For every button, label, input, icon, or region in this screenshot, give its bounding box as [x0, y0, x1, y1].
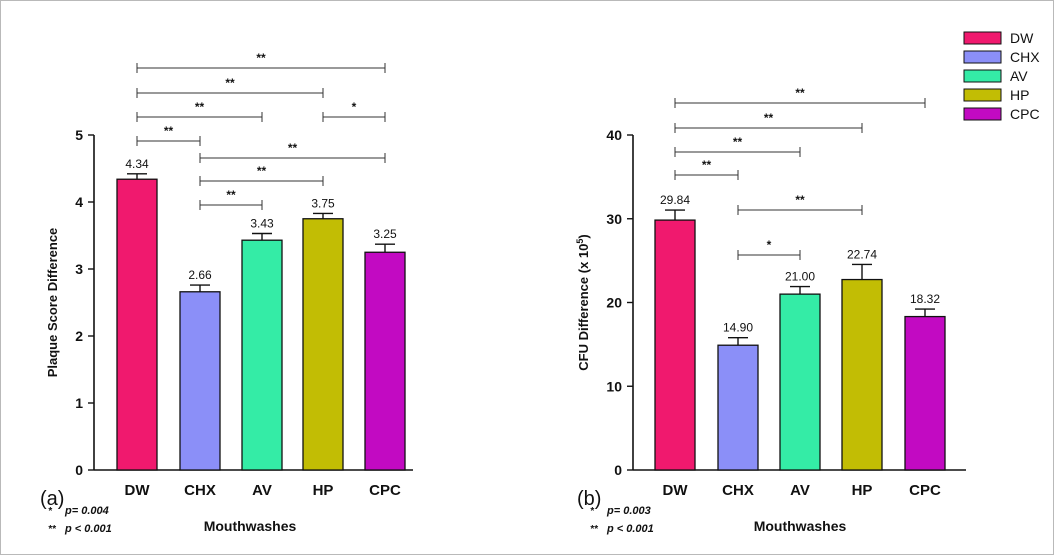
value-label-dw: 4.34 — [125, 157, 149, 171]
significance-marker: ** — [733, 135, 743, 149]
legend-swatch-dw — [963, 31, 1002, 45]
significance-marker: ** — [257, 164, 267, 178]
p-value-note: p= 0.004 — [64, 505, 109, 517]
p-value-stars: * — [590, 506, 595, 517]
legend-swatch-hp — [963, 88, 1002, 102]
y-tick-label: 3 — [75, 261, 83, 277]
bar-hp — [841, 278, 883, 471]
significance-marker: ** — [795, 86, 805, 100]
y-tick-label: 10 — [606, 378, 622, 394]
significance-marker: ** — [288, 141, 298, 155]
p-value-note: p < 0.001 — [606, 523, 654, 535]
x-tick-label-dw: DW — [663, 482, 689, 499]
significance-marker: ** — [795, 193, 805, 207]
value-label-chx: 2.66 — [188, 268, 212, 282]
y-tick-label: 20 — [606, 295, 622, 311]
legend-label-av: AV — [1010, 68, 1028, 84]
bar-dw — [116, 178, 158, 471]
bar-chx — [179, 291, 221, 471]
significance-marker: ** — [195, 100, 205, 114]
p-value-note: p < 0.001 — [64, 523, 112, 535]
legend-label-dw: DW — [1010, 30, 1034, 46]
significance-marker: ** — [164, 124, 174, 138]
x-axis-title: Mouthwashes — [204, 518, 297, 534]
x-tick-label-av: AV — [252, 482, 272, 499]
legend: DW CHX AV HP CPC — [963, 30, 1040, 122]
x-tick-label-cpc: CPC — [369, 482, 401, 499]
y-tick-label: 0 — [614, 462, 622, 478]
value-label-av: 21.00 — [785, 270, 815, 284]
bar-chx — [717, 344, 759, 471]
legend-label-hp: HP — [1010, 87, 1029, 103]
y-axis-title-exponent: 5 — [575, 239, 585, 244]
value-label-chx: 14.90 — [723, 321, 753, 335]
legend-swatch-chx — [963, 50, 1002, 64]
y-tick-label: 1 — [75, 395, 83, 411]
chart-panel-b: 0 10 20 30 40 CFU Difference (x 105) 29.84 DW 14… — [575, 86, 966, 535]
x-tick-label-av: AV — [790, 482, 810, 499]
p-value-note: p= 0.003 — [606, 505, 651, 517]
value-label-hp: 22.74 — [847, 247, 877, 261]
significance-marker: ** — [225, 76, 235, 90]
y-axis-title-end: ) — [576, 234, 591, 238]
p-value-stars: ** — [590, 524, 599, 535]
x-tick-label-cpc: CPC — [909, 482, 941, 499]
panel-label: (b) — [577, 488, 601, 510]
significance-marker: ** — [702, 158, 712, 172]
bar-cpc — [364, 251, 406, 471]
significance-marker: ** — [764, 111, 774, 125]
x-tick-label-hp: HP — [852, 482, 873, 499]
chart-panel-a: 0 1 2 3 4 5 Plaque Score Difference 4.34 DW 2.66 C… — [40, 51, 413, 535]
significance-marker: ** — [226, 188, 236, 202]
y-tick-label: 5 — [75, 127, 83, 143]
y-tick-label: 30 — [606, 211, 622, 227]
p-value-stars: ** — [48, 524, 57, 535]
value-label-cpc: 3.25 — [373, 227, 397, 241]
significance-marker: * — [352, 100, 357, 114]
value-label-av: 3.43 — [250, 216, 274, 230]
legend-swatch-cpc — [963, 107, 1002, 121]
x-axis-title: Mouthwashes — [754, 518, 847, 534]
bar-cpc — [904, 315, 946, 471]
y-axis-title: CFU Difference (x 105) — [575, 234, 591, 371]
legend-label-cpc: CPC — [1010, 106, 1040, 122]
bar-dw — [654, 219, 696, 471]
y-axis-title: Plaque Score Difference — [45, 228, 60, 378]
bar-av — [241, 239, 283, 471]
y-tick-label: 2 — [75, 328, 83, 344]
bar-hp — [302, 218, 344, 471]
y-tick-label: 0 — [75, 462, 83, 478]
significance-marker: * — [767, 238, 772, 252]
p-value-stars: * — [48, 506, 53, 517]
x-tick-label-chx: CHX — [722, 482, 754, 499]
value-label-cpc: 18.32 — [910, 292, 940, 306]
x-tick-label-chx: CHX — [184, 482, 216, 499]
x-tick-label-hp: HP — [313, 482, 334, 499]
significance-marker: ** — [256, 51, 266, 65]
y-tick-label: 4 — [75, 194, 83, 210]
bar-av — [779, 293, 821, 471]
value-label-dw: 29.84 — [660, 193, 690, 207]
y-tick-label: 40 — [606, 127, 622, 143]
value-label-hp: 3.75 — [311, 196, 335, 210]
legend-label-chx: CHX — [1010, 49, 1040, 65]
panel-label: (a) — [40, 488, 64, 510]
x-tick-label-dw: DW — [125, 482, 151, 499]
legend-swatch-av — [963, 69, 1002, 83]
